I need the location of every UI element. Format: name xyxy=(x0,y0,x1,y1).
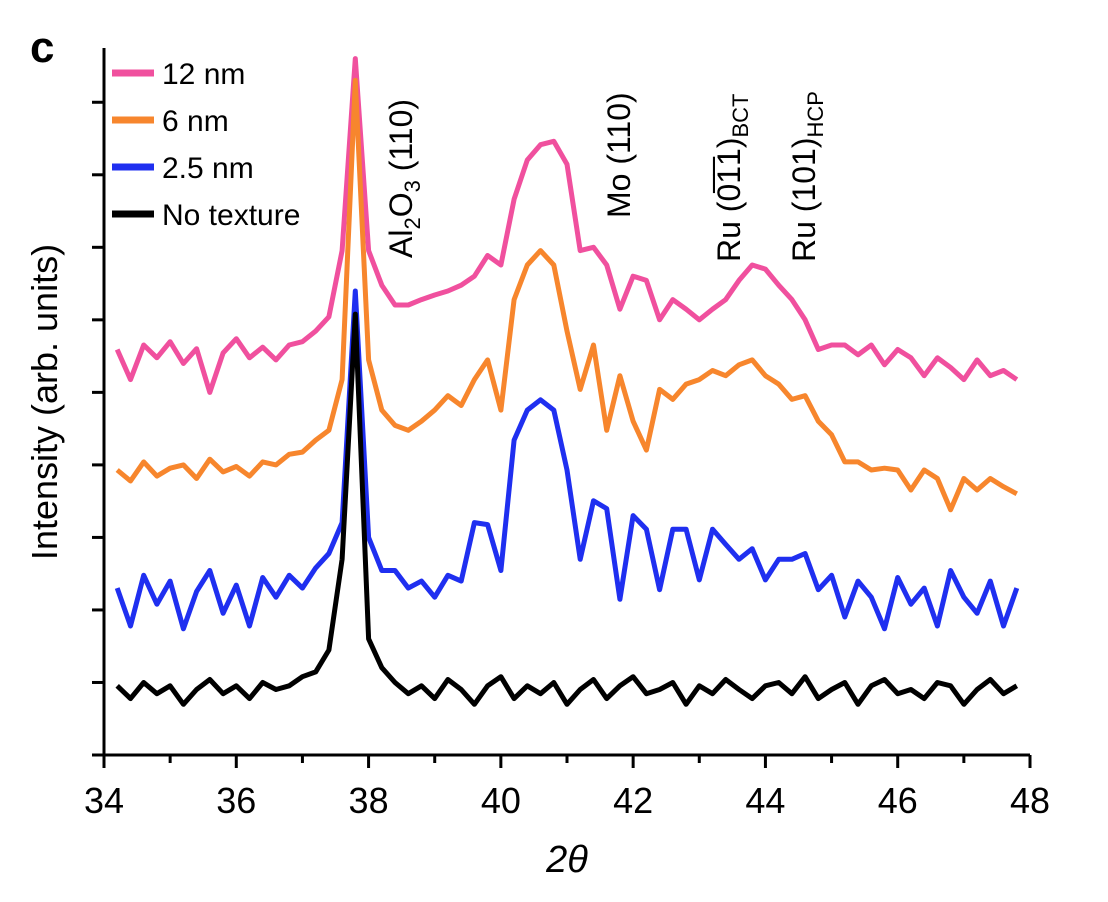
x-tick-label: 40 xyxy=(481,780,521,821)
y-axis-label: Intensity (arb. units) xyxy=(24,244,65,560)
annotation-text: O xyxy=(383,192,419,217)
series-line xyxy=(114,288,1020,632)
annotation-text: (110) xyxy=(383,99,419,180)
series-line xyxy=(115,311,1019,707)
annotation-text: Ru (101) xyxy=(786,138,822,263)
annotation-subscript: HCP xyxy=(803,91,828,137)
annotation: Ru (101)HCP xyxy=(786,91,828,262)
annotation-text: Ru (0̅1̅1) xyxy=(711,138,747,263)
legend-label: 2.5 nm xyxy=(162,152,254,185)
annotation-text: Mo (110) xyxy=(601,92,637,218)
series-line xyxy=(114,56,1019,395)
legend-label: 12 nm xyxy=(162,58,245,91)
x-tick-label: 48 xyxy=(1010,780,1050,821)
annotation-subscript: BCT xyxy=(728,94,753,138)
annotation-text: Al xyxy=(383,230,419,258)
x-tick-label: 42 xyxy=(613,780,653,821)
annotation-subscript: 3 xyxy=(400,180,425,192)
x-tick-label: 46 xyxy=(878,780,918,821)
panel-label: c xyxy=(30,23,54,72)
x-axis-label: 2θ xyxy=(545,839,588,881)
x-tick-label: 38 xyxy=(349,780,389,821)
legend-label: 6 nm xyxy=(162,105,229,138)
annotation: Mo (110) xyxy=(601,92,637,218)
annotation: Al2O3 (110) xyxy=(383,99,425,258)
series-line xyxy=(115,77,1018,513)
x-tick-label: 44 xyxy=(745,780,785,821)
annotation: Ru (0̅1̅1)BCT xyxy=(711,94,753,263)
annotation-subscript: 2 xyxy=(400,217,425,229)
x-tick-label: 34 xyxy=(84,780,124,821)
x-tick-label: 36 xyxy=(216,780,256,821)
legend-label: No texture xyxy=(162,199,300,232)
